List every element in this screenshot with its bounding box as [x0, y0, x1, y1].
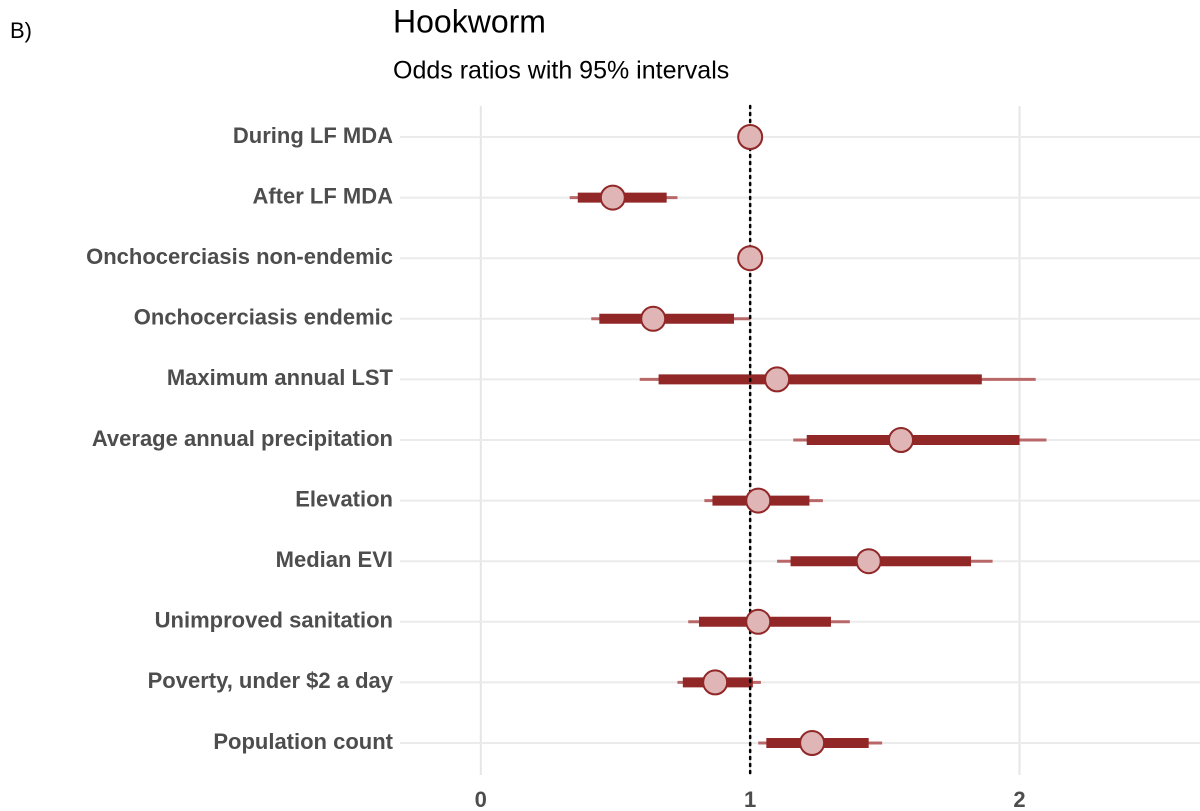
y-tick-label: Average annual precipitation [92, 426, 393, 451]
point-estimate [745, 487, 772, 514]
point-estimate [888, 427, 915, 453]
marks [569, 104, 1047, 777]
y-tick-label: Population count [213, 729, 393, 754]
y-tick-label: Elevation [295, 486, 393, 511]
point-estimate [599, 184, 626, 211]
point-estimate [640, 305, 667, 332]
x-tick-label: 1 [744, 787, 756, 811]
y-tick-label: Unimproved sanitation [155, 608, 393, 633]
y-tick-label: During LF MDA [233, 123, 393, 148]
y-tick-label: After LF MDA [252, 183, 393, 208]
point-estimate [764, 366, 791, 393]
x-tick-label: 2 [1013, 787, 1025, 811]
point-estimate [737, 124, 764, 150]
y-tick-label: Onchocerciasis endemic [134, 305, 393, 330]
point-estimate [855, 548, 882, 575]
chart-title: Hookworm [393, 3, 546, 39]
point-estimate [702, 669, 729, 696]
y-tick-label: Median EVI [276, 547, 393, 572]
point-estimate [799, 730, 826, 756]
point-estimate [737, 245, 764, 272]
y-tick-label: Onchocerciasis non-endemic [86, 244, 393, 269]
chart-subtitle: Odds ratios with 95% intervals [393, 57, 729, 85]
x-tick-label: 0 [475, 787, 487, 811]
point-estimate [745, 608, 772, 635]
y-tick-label: Maximum annual LST [167, 365, 394, 390]
panel-label: B) [10, 18, 32, 43]
y-tick-label: Poverty, under $2 a day [148, 668, 394, 693]
